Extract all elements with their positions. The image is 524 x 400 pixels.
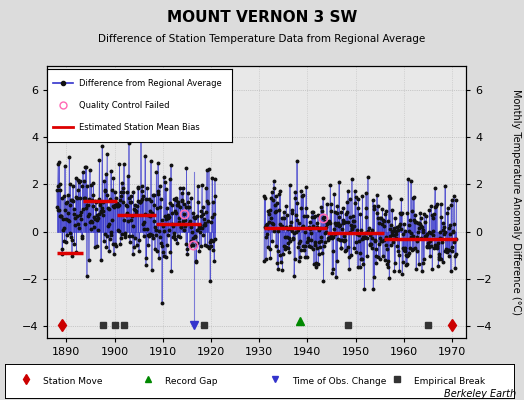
Text: Difference of Station Temperature Data from Regional Average: Difference of Station Temperature Data f… bbox=[99, 34, 425, 44]
Text: Record Gap: Record Gap bbox=[166, 376, 218, 386]
Y-axis label: Monthly Temperature Anomaly Difference (°C): Monthly Temperature Anomaly Difference (… bbox=[511, 89, 521, 315]
Text: Empirical Break: Empirical Break bbox=[414, 376, 486, 386]
Text: Berkeley Earth: Berkeley Earth bbox=[444, 389, 516, 399]
Text: Time of Obs. Change: Time of Obs. Change bbox=[292, 376, 387, 386]
Text: Station Move: Station Move bbox=[43, 376, 103, 386]
Text: MOUNT VERNON 3 SW: MOUNT VERNON 3 SW bbox=[167, 10, 357, 25]
